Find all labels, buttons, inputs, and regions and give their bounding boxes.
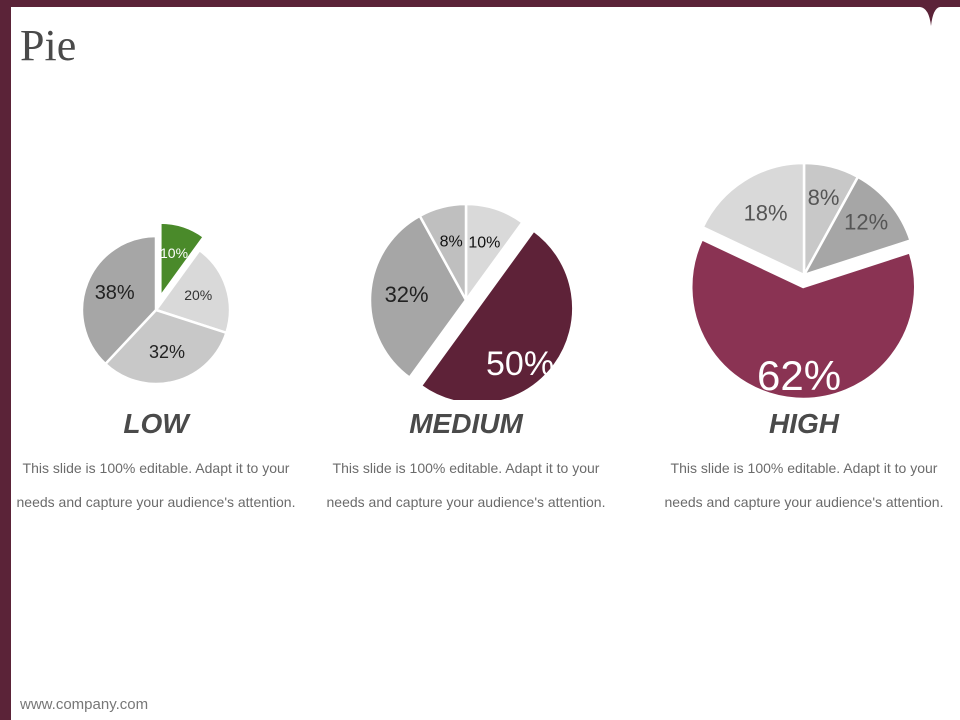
pie-slice — [80, 234, 158, 366]
pie-slice — [368, 214, 468, 380]
slice-label: 38% — [95, 282, 135, 304]
slice-label: 18% — [744, 200, 788, 225]
slice-label: 32% — [385, 282, 429, 307]
page-title: Pie — [20, 21, 77, 70]
pie-slice — [153, 248, 232, 335]
description-low: This slide is 100% editable. Adapt it to… — [16, 460, 296, 510]
slice-label: 10% — [160, 245, 188, 261]
slice-label: 50% — [486, 345, 554, 383]
pie-slice — [690, 237, 917, 400]
pie-slice — [103, 308, 228, 386]
footer-url: www.company.com — [20, 696, 149, 713]
pie-slice — [419, 228, 575, 400]
pie-slice — [700, 161, 806, 277]
slice-label: 32% — [149, 342, 185, 362]
slice-label: 8% — [440, 234, 463, 251]
pie-high: 8%12% 62% 18% — [690, 161, 917, 400]
pie-slice — [418, 202, 468, 301]
pie-medium: 10% 50% 32% 8% — [368, 202, 575, 400]
pie-slice — [159, 221, 206, 301]
pie-low: 10% 20% 32% 38% — [80, 221, 232, 386]
top-frame-bar — [0, 0, 960, 7]
description-medium: This slide is 100% editable. Adapt it to… — [326, 460, 606, 510]
chart-label-medium: MEDIUM — [409, 408, 523, 439]
slice-label: 20% — [184, 287, 212, 303]
description-high: This slide is 100% editable. Adapt it to… — [664, 460, 944, 510]
pie-slice — [801, 175, 913, 278]
chart-label-high: HIGH — [769, 408, 839, 439]
corner-notch — [920, 0, 960, 26]
pie-charts: 10%20%32%38%10%50%32%8%8%12%62%18% — [80, 161, 917, 400]
slice-label: 12% — [844, 209, 888, 234]
chart-label-low: LOW — [123, 408, 189, 439]
slice-label: 8% — [808, 185, 840, 210]
slice-label: 62% — [757, 352, 841, 399]
slice-label: 10% — [468, 235, 500, 252]
left-frame-bar — [0, 0, 11, 720]
